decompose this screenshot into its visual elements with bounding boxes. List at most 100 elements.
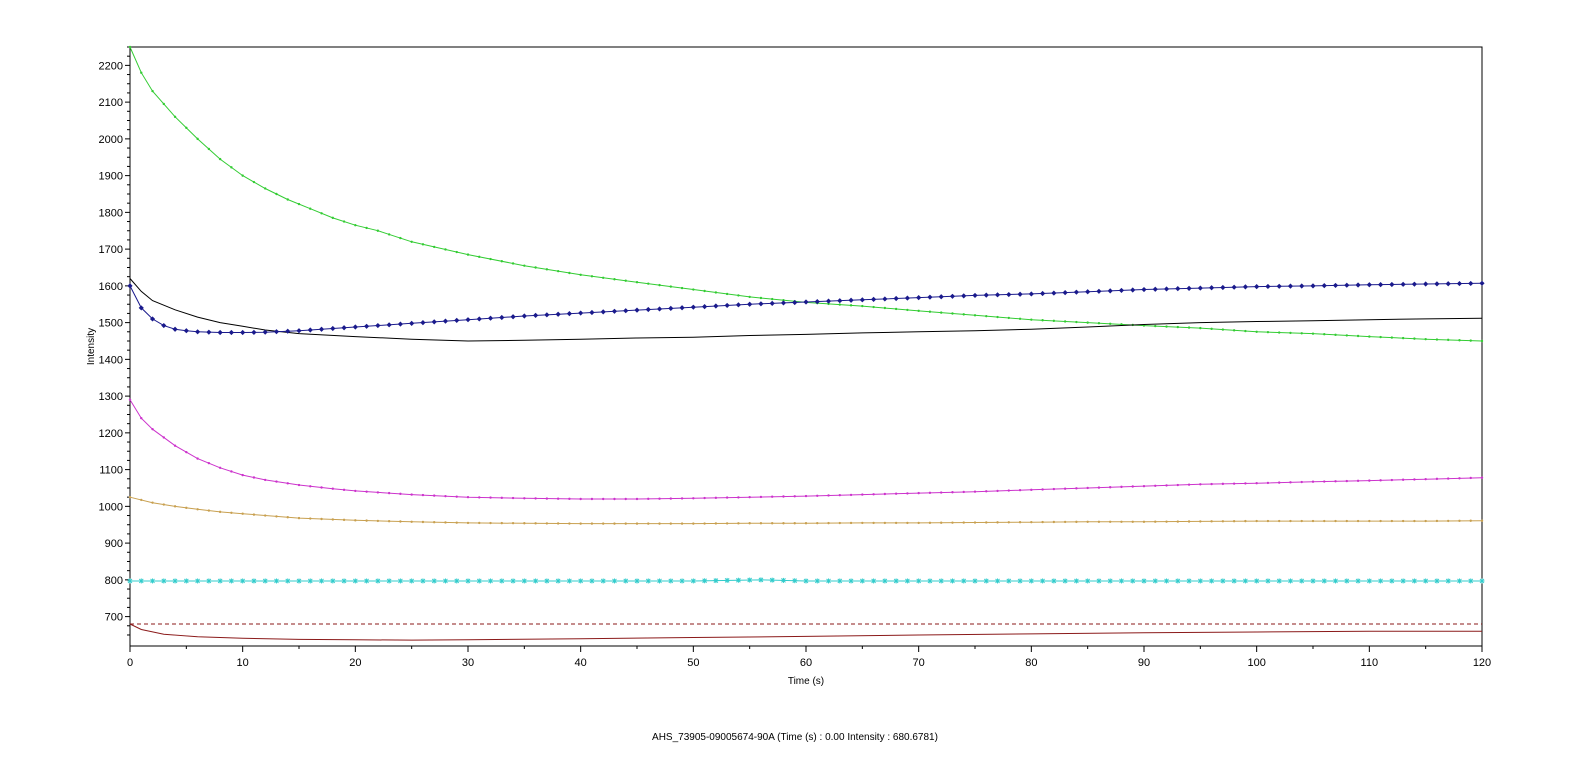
data-point (602, 497, 605, 501)
data-point (320, 212, 323, 215)
data-point (668, 305, 674, 311)
y-tick-label: 1900 (99, 171, 123, 183)
data-point (342, 518, 346, 522)
data-point (861, 521, 864, 525)
data-point (1401, 336, 1405, 340)
data-point (386, 322, 392, 328)
data-point (1311, 519, 1315, 523)
data-point (859, 297, 865, 303)
data-point (230, 511, 233, 514)
data-point (1390, 336, 1394, 339)
data-point (827, 494, 830, 497)
data-point (1311, 480, 1315, 483)
data-point (848, 297, 854, 303)
data-point (196, 508, 199, 511)
data-point (579, 273, 582, 277)
data-point (1165, 520, 1168, 523)
data-point (1332, 282, 1339, 289)
data-point (183, 328, 189, 334)
data-point (759, 495, 763, 499)
data-point (737, 522, 740, 525)
data-point (679, 305, 685, 311)
data-point (1445, 578, 1451, 584)
data-point (398, 578, 403, 584)
data-point (1299, 578, 1305, 584)
data-point (162, 436, 165, 439)
data-point (127, 283, 133, 289)
series-5 (127, 577, 1485, 584)
data-point (837, 578, 843, 584)
data-point (1120, 520, 1123, 523)
data-point (218, 157, 222, 161)
x-tick-label: 60 (800, 657, 812, 669)
data-point (1266, 519, 1270, 523)
data-point (1131, 485, 1134, 488)
data-point (985, 490, 988, 493)
data-point (1062, 290, 1068, 296)
data-point (1356, 334, 1360, 338)
data-point (1030, 488, 1033, 492)
data-point (420, 578, 426, 584)
data-point (455, 521, 458, 524)
data-point (703, 289, 706, 293)
data-point (1197, 285, 1203, 291)
series-3 (128, 398, 1484, 501)
data-point (1310, 578, 1316, 584)
data-point (769, 300, 775, 306)
data-point (771, 495, 774, 498)
data-point (183, 578, 189, 584)
data-point (534, 522, 537, 525)
data-point (793, 495, 796, 498)
data-point (556, 497, 560, 500)
data-point (1424, 337, 1427, 341)
x-tick-label: 30 (462, 657, 474, 669)
data-point (364, 323, 370, 329)
data-point (309, 517, 312, 520)
data-point (906, 492, 909, 495)
data-point (1458, 477, 1461, 480)
data-point (566, 311, 572, 317)
data-point (737, 496, 740, 499)
data-point (780, 300, 787, 306)
data-point (1018, 521, 1022, 524)
data-point (386, 578, 392, 584)
data-point (1278, 331, 1281, 334)
data-point (1435, 338, 1439, 341)
x-tick-label: 120 (1473, 657, 1491, 669)
data-point (702, 578, 707, 584)
data-point (185, 450, 188, 454)
data-point (230, 166, 233, 169)
data-point (387, 233, 391, 236)
data-point (1221, 482, 1225, 486)
data-point (985, 314, 988, 318)
series-line (129, 623, 1482, 641)
data-point (668, 578, 674, 584)
data-point (217, 578, 223, 584)
data-point (1063, 487, 1067, 490)
data-point (612, 578, 617, 584)
data-point (962, 490, 965, 494)
data-point (465, 578, 471, 584)
data-point (1390, 478, 1394, 482)
data-point (613, 522, 616, 525)
data-point (1379, 335, 1382, 339)
data-point (352, 578, 358, 584)
data-point (1176, 325, 1180, 329)
data-point (804, 494, 808, 498)
x-tick-label: 40 (575, 657, 587, 669)
data-point (624, 522, 627, 525)
data-point (241, 512, 244, 515)
data-point (207, 461, 211, 465)
data-point (713, 303, 719, 309)
data-point (792, 299, 798, 306)
data-point (1041, 488, 1044, 491)
data-point (1345, 519, 1349, 523)
data-point (431, 578, 437, 584)
data-point (162, 102, 165, 106)
data-point (567, 578, 572, 584)
data-point (950, 578, 955, 584)
data-point (735, 302, 741, 308)
data-point (1017, 291, 1023, 297)
x-tick-label: 80 (1025, 657, 1037, 669)
data-point (354, 489, 357, 493)
